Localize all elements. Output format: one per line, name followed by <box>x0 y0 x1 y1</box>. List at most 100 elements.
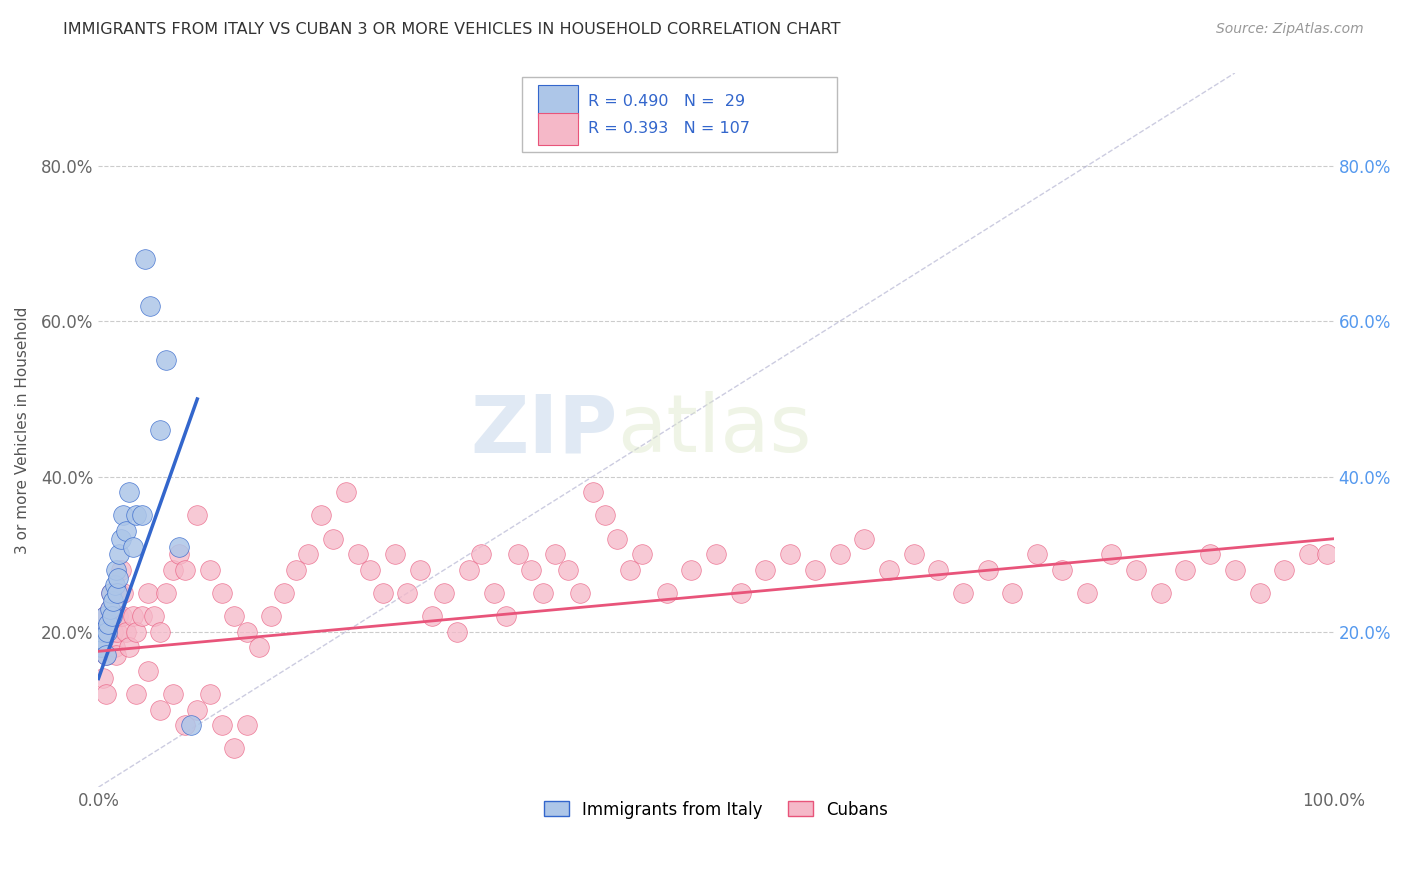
Point <box>98 601 121 615</box>
Point <box>581 485 603 500</box>
Point <box>101 609 124 624</box>
Point <box>90 640 112 655</box>
Point <box>131 508 153 523</box>
Point <box>110 532 132 546</box>
Point <box>97 617 120 632</box>
FancyBboxPatch shape <box>538 86 578 119</box>
Point <box>235 624 257 639</box>
Point <box>186 508 208 523</box>
Text: atlas: atlas <box>617 391 811 469</box>
Point <box>211 586 233 600</box>
Point <box>131 609 153 624</box>
Point <box>235 718 257 732</box>
Point <box>100 586 122 600</box>
Text: IMMIGRANTS FROM ITALY VS CUBAN 3 OR MORE VEHICLES IN HOUSEHOLD CORRELATION CHART: IMMIGRANTS FROM ITALY VS CUBAN 3 OR MORE… <box>63 22 841 37</box>
Point <box>877 563 900 577</box>
Point <box>93 632 115 647</box>
Point <box>1026 547 1049 561</box>
Point <box>110 563 132 577</box>
Point <box>94 687 117 701</box>
Point <box>97 617 120 632</box>
Point <box>371 586 394 600</box>
Point <box>335 485 357 500</box>
Point <box>544 547 567 561</box>
Point <box>384 547 406 561</box>
Point <box>754 563 776 577</box>
Point <box>96 624 118 639</box>
Point <box>828 547 851 561</box>
Point <box>94 648 117 663</box>
Point <box>162 687 184 701</box>
Point <box>155 586 177 600</box>
Point <box>458 563 481 577</box>
Point <box>520 563 543 577</box>
Point <box>211 718 233 732</box>
Point <box>631 547 654 561</box>
Point <box>495 609 517 624</box>
Point <box>297 547 319 561</box>
Point <box>124 687 146 701</box>
Point <box>180 718 202 732</box>
Point <box>508 547 530 561</box>
Point <box>420 609 443 624</box>
Point <box>136 664 159 678</box>
Point <box>1076 586 1098 600</box>
Point <box>104 563 127 577</box>
Point <box>105 624 128 639</box>
Point <box>285 563 308 577</box>
Point <box>482 586 505 600</box>
Point <box>174 718 197 732</box>
Point <box>198 687 221 701</box>
Point <box>1174 563 1197 577</box>
Point <box>124 508 146 523</box>
Point <box>105 586 128 600</box>
Point <box>1199 547 1222 561</box>
Point <box>93 632 115 647</box>
Point <box>104 648 127 663</box>
Point <box>134 252 156 267</box>
Point <box>90 640 112 655</box>
Point <box>198 563 221 577</box>
Point <box>681 563 703 577</box>
Point <box>139 299 162 313</box>
Point <box>108 586 131 600</box>
Point <box>122 540 145 554</box>
Text: R = 0.490   N =  29: R = 0.490 N = 29 <box>588 95 745 110</box>
Point <box>91 624 114 639</box>
Point <box>569 586 592 600</box>
Point <box>91 624 114 639</box>
Point <box>174 563 197 577</box>
Point <box>1125 563 1147 577</box>
Point <box>118 485 141 500</box>
Point <box>114 524 136 538</box>
Point <box>93 609 115 624</box>
Point <box>952 586 974 600</box>
Point <box>112 586 135 600</box>
Point <box>1316 547 1339 561</box>
Point <box>927 563 949 577</box>
Point <box>124 624 146 639</box>
Point <box>779 547 801 561</box>
Point <box>103 578 125 592</box>
Point <box>107 609 129 624</box>
Legend: Immigrants from Italy, Cubans: Immigrants from Italy, Cubans <box>537 794 894 825</box>
Point <box>103 640 125 655</box>
Point <box>408 563 430 577</box>
Point <box>1249 586 1271 600</box>
Point <box>359 563 381 577</box>
Point <box>107 570 129 584</box>
Point <box>804 563 827 577</box>
Point <box>1223 563 1246 577</box>
Point <box>149 702 172 716</box>
Point <box>1099 547 1122 561</box>
Point <box>149 423 172 437</box>
Point <box>136 586 159 600</box>
FancyBboxPatch shape <box>538 112 578 145</box>
Point <box>322 532 344 546</box>
Point <box>98 601 121 615</box>
Point <box>103 594 125 608</box>
Point <box>260 609 283 624</box>
Point <box>347 547 370 561</box>
Point <box>143 609 166 624</box>
Point <box>433 586 456 600</box>
